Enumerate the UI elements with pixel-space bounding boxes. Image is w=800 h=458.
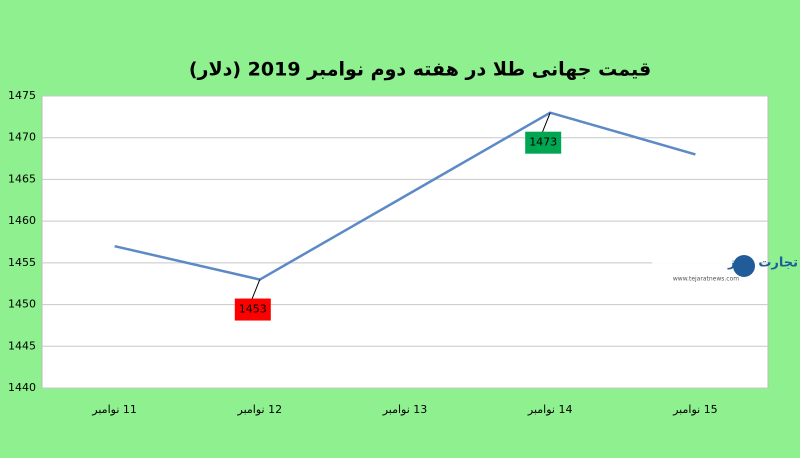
x-tick-label: 11 نوامبر — [91, 403, 137, 416]
y-tick-label: 1460 — [8, 214, 36, 227]
logo: تجارت نیوز www.tejaratnews.com — [652, 250, 798, 286]
y-tick-label: 1465 — [8, 172, 36, 185]
y-tick-label: 1455 — [8, 256, 36, 269]
y-tick-label: 1445 — [8, 339, 36, 352]
logo-icon — [733, 255, 755, 277]
label-box — [234, 298, 271, 321]
x-tick-label: 15 نوامبر — [672, 403, 718, 416]
logo-name: تجارت نیوز — [727, 256, 798, 271]
logo-url: www.tejaratnews.com — [673, 276, 739, 283]
x-tick-label: 14 نوامبر — [527, 403, 573, 416]
line — [114, 111, 696, 281]
y-tick-label: 1440 — [8, 381, 36, 394]
x-tick-label: 12 نوامبر — [237, 403, 283, 416]
data-label: 1473 — [529, 136, 557, 149]
label-leader — [541, 112, 551, 133]
plot-area — [41, 95, 769, 389]
label-leader — [251, 279, 261, 300]
data-label: 1453 — [239, 303, 267, 316]
y-tick-label: 1470 — [8, 131, 36, 144]
x-tick-label: 13 نوامبر — [382, 403, 428, 416]
chart-title: قیمت جهانی طلا در هفته دوم نوامبر 2019 (… — [189, 59, 651, 81]
y-tick-label: 1475 — [8, 89, 36, 102]
logo-box — [652, 250, 762, 286]
y-tick-label: 1450 — [8, 298, 36, 311]
label-box — [525, 131, 562, 154]
